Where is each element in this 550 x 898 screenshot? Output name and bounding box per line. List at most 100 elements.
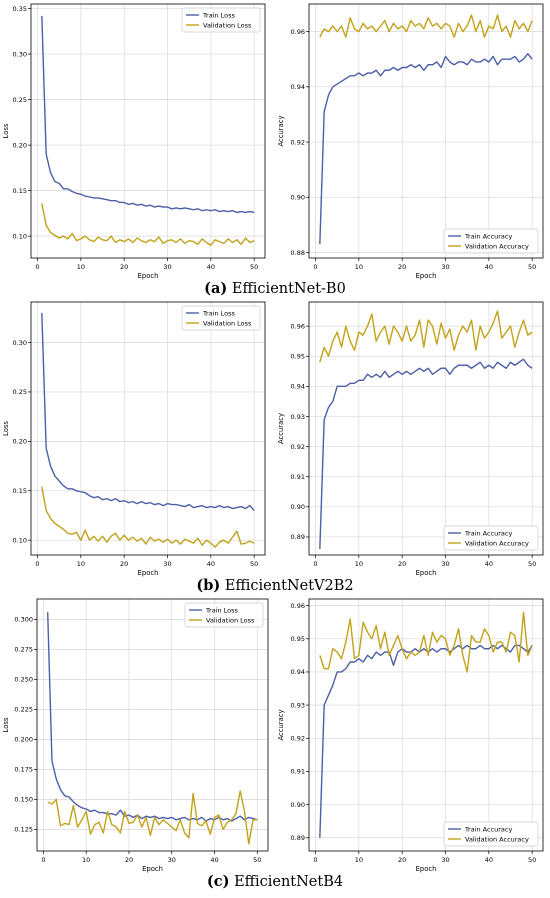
- y-tick-label: 0.88: [291, 249, 305, 257]
- x-tick-label: 0: [35, 263, 39, 271]
- legend-label: Validation Accuracy: [465, 242, 529, 250]
- x-tick-label: 20: [120, 560, 128, 568]
- y-axis-label: Loss: [2, 717, 10, 732]
- x-tick-label: 20: [125, 856, 133, 864]
- y-tick-label: 0.175: [14, 766, 33, 774]
- y-tick-label: 0.250: [14, 676, 33, 684]
- caption-c-letter: (c): [206, 873, 230, 890]
- caption-b: (b) EfficientNetV2B2: [0, 577, 550, 594]
- series-line-train: [319, 644, 533, 838]
- y-tick-label: 0.125: [14, 826, 33, 834]
- series-line-train: [46, 612, 258, 822]
- legend-label: Train Accuracy: [464, 825, 512, 833]
- axes-frame: [308, 301, 544, 556]
- y-tick-label: 0.10: [13, 536, 27, 544]
- y-tick-label: 0.300: [14, 616, 33, 624]
- legend-box: [443, 821, 539, 847]
- series-line-validation: [319, 611, 533, 673]
- chart-b-accuracy: 0 10 20 30 40 50 0.89 0.90 0.91 0.92 0.93 0.94 0.95 0…: [277, 301, 544, 577]
- series-line-train: [319, 358, 533, 550]
- legend-label: Validation Loss: [203, 21, 252, 29]
- x-axis-label: Epoch: [138, 569, 159, 577]
- y-tick-label: 0.20: [13, 141, 27, 149]
- legend-label: Train Loss: [202, 309, 236, 317]
- legend-label: Train Loss: [205, 606, 239, 614]
- legend: Train Accuracy Validation Accuracy: [443, 821, 539, 847]
- legend-label: Validation Accuracy: [465, 835, 529, 843]
- x-tick-label: 40: [485, 856, 493, 864]
- x-tick-label: 0: [313, 560, 317, 568]
- y-tick-label: 0.96: [291, 602, 305, 610]
- x-tick-label: 50: [528, 856, 536, 864]
- legend-box: [181, 305, 261, 331]
- series-line-validation: [319, 310, 533, 363]
- x-tick-label: 50: [253, 856, 261, 864]
- legend: Train Accuracy Validation Accuracy: [443, 228, 539, 254]
- y-tick-label: 0.91: [291, 768, 305, 776]
- chart-b-loss: 0 10 20 30 40 50 0.10 0.15 0.20 0.25 0.30 Epoch Loss…: [2, 301, 266, 577]
- x-tick-label: 0: [313, 263, 317, 271]
- y-tick-label: 0.92: [291, 443, 305, 451]
- caption-a-letter: (a): [204, 280, 228, 297]
- y-tick-label: 0.225: [14, 706, 33, 714]
- axes-frame: [308, 3, 544, 259]
- x-tick-label: 50: [250, 560, 258, 568]
- y-tick-label: 0.94: [291, 83, 305, 91]
- legend-box: [181, 7, 261, 33]
- x-tick-label: 0: [35, 560, 39, 568]
- x-axis-label: Epoch: [416, 569, 437, 577]
- x-tick-label: 30: [441, 560, 449, 568]
- legend-label: Train Accuracy: [464, 232, 512, 240]
- caption-b-letter: (b): [196, 577, 221, 594]
- y-tick-label: 0.95: [291, 635, 305, 643]
- caption-a-text: EfficientNet-B0: [231, 281, 346, 297]
- series-line-validation: [41, 203, 255, 246]
- y-tick-label: 0.93: [291, 701, 305, 709]
- x-tick-label: 20: [398, 263, 406, 271]
- y-axis-label: Accuracy: [277, 709, 285, 740]
- x-tick-label: 10: [77, 263, 85, 271]
- series-line-train: [41, 312, 255, 511]
- y-axis-label: Loss: [2, 421, 10, 436]
- caption-b-text: EfficientNetV2B2: [224, 578, 354, 594]
- legend-box: [184, 602, 264, 628]
- x-tick-label: 40: [207, 263, 215, 271]
- chart-c-loss: 0 10 20 30 40 50 0.125 0.150 0.175 0.200 0.225 0.25…: [2, 598, 269, 873]
- y-tick-label: 0.96: [291, 322, 305, 330]
- x-tick-label: 50: [528, 263, 536, 271]
- axes-frame: [30, 3, 266, 259]
- legend: Train Loss Validation Loss: [184, 602, 264, 628]
- x-tick-label: 40: [485, 560, 493, 568]
- x-tick-label: 50: [528, 560, 536, 568]
- x-tick-label: 30: [168, 856, 176, 864]
- chart-c-accuracy: 0 10 20 30 40 50 0.89 0.90 0.91 0.92 0.93 0.94 0.95 0…: [277, 598, 544, 873]
- y-tick-label: 0.95: [291, 353, 305, 361]
- x-tick-label: 30: [441, 263, 449, 271]
- x-tick-label: 10: [77, 560, 85, 568]
- series-line-validation: [319, 14, 533, 38]
- x-tick-label: 20: [398, 560, 406, 568]
- y-tick-label: 0.10: [13, 232, 27, 240]
- legend-label: Validation Accuracy: [465, 539, 529, 547]
- axes-frame: [30, 301, 266, 556]
- y-tick-label: 0.30: [13, 50, 27, 58]
- legend-label: Train Accuracy: [464, 529, 512, 537]
- y-tick-label: 0.94: [291, 668, 305, 676]
- caption-c-text: EfficientNetB4: [234, 874, 344, 890]
- series-line-train: [319, 53, 533, 245]
- y-tick-label: 0.15: [13, 187, 27, 195]
- series-line-validation: [47, 790, 258, 845]
- x-tick-label: 0: [41, 856, 45, 864]
- y-tick-label: 0.25: [13, 388, 27, 396]
- y-tick-label: 0.30: [13, 339, 27, 347]
- y-tick-label: 0.25: [13, 96, 27, 104]
- y-axis-label: Loss: [2, 123, 10, 138]
- y-tick-label: 0.275: [14, 646, 33, 654]
- y-tick-label: 0.92: [291, 735, 305, 743]
- series-line-train: [41, 15, 255, 214]
- x-tick-label: 10: [355, 560, 363, 568]
- x-tick-label: 20: [120, 263, 128, 271]
- legend-box: [443, 525, 539, 551]
